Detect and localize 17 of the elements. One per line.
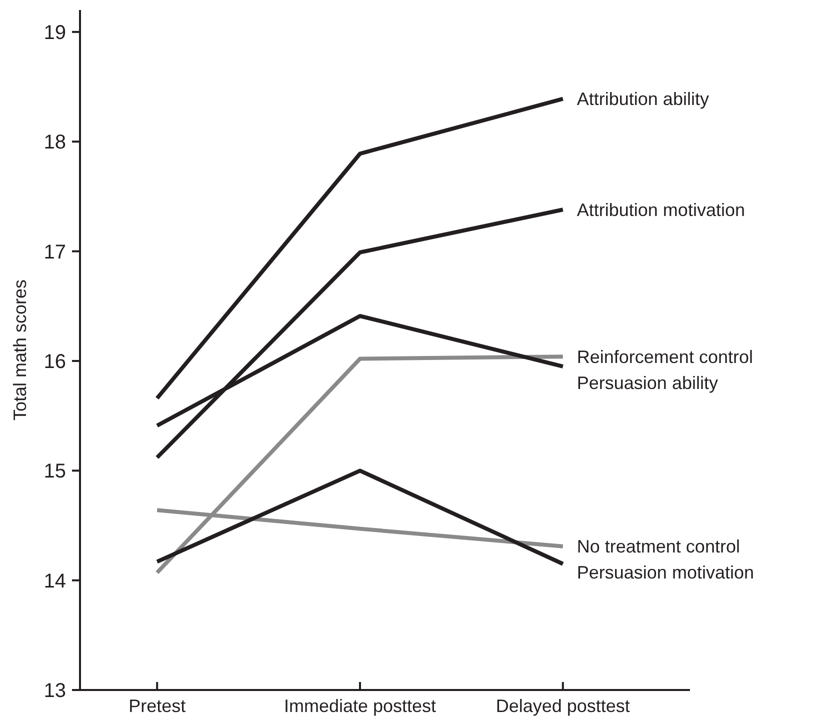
y-tick-label: 13 (44, 680, 66, 702)
y-axis-title: Total math scores (10, 279, 30, 421)
y-tick-label: 14 (44, 570, 66, 592)
series-label: Persuasion ability (576, 372, 718, 393)
x-tick-label: Pretest (128, 696, 186, 716)
series-label: Attribution motivation (576, 200, 745, 220)
series-label: Persuasion motivation (576, 562, 754, 583)
y-tick-label: 18 (44, 132, 66, 154)
y-tick-label: 19 (44, 22, 66, 44)
series-label: No treatment control (576, 536, 740, 557)
series-label: Attribution ability (576, 89, 709, 110)
x-tick-label: Immediate posttest (284, 696, 436, 716)
y-tick-label: 15 (44, 460, 66, 483)
y-tick-label: 16 (44, 350, 66, 373)
x-tick-label: Delayed posttest (496, 696, 630, 716)
series-label: Reinforcement control (576, 346, 753, 367)
y-tick-label: 17 (44, 241, 66, 264)
